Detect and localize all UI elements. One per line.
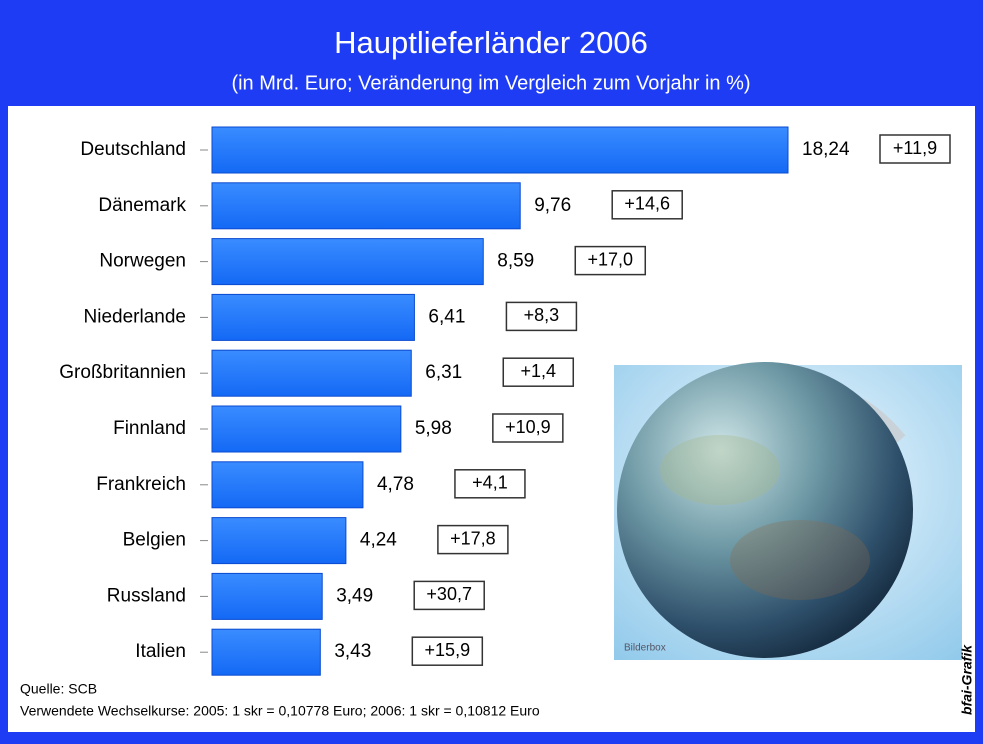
category-label: Italien <box>135 641 186 662</box>
value-label: 4,78 <box>377 474 414 495</box>
change-label: +11,9 <box>893 138 937 158</box>
category-label: Frankreich <box>96 474 186 495</box>
category-label: Russland <box>107 585 186 606</box>
bar <box>212 127 788 173</box>
bar <box>212 406 401 452</box>
value-label: 5,98 <box>415 418 452 439</box>
change-label: +30,7 <box>426 584 472 604</box>
category-label: Belgien <box>123 530 186 551</box>
change-label: +4,1 <box>472 473 508 493</box>
value-label: 18,24 <box>802 139 850 160</box>
bar <box>212 462 363 508</box>
bar <box>212 183 520 229</box>
change-label: +8,3 <box>524 305 560 325</box>
value-label: 3,49 <box>336 585 373 606</box>
bar <box>212 518 346 564</box>
bar <box>212 629 320 675</box>
bar <box>212 294 414 340</box>
value-label: 9,76 <box>534 195 571 216</box>
bar <box>212 350 411 396</box>
change-label: +1,4 <box>520 361 556 381</box>
credit: bfai-Grafik <box>959 644 975 715</box>
category-label: Dänemark <box>98 195 186 216</box>
chart-subtitle: (in Mrd. Euro; Veränderung im Vergleich … <box>231 72 750 94</box>
category-label: Finnland <box>113 418 186 439</box>
photo <box>614 362 962 660</box>
change-label: +17,0 <box>587 249 633 269</box>
bar <box>212 239 483 285</box>
source: Quelle: SCB <box>20 681 97 697</box>
category-label: Norwegen <box>99 251 186 272</box>
note: Verwendete Wechselkurse: 2005: 1 skr = 0… <box>20 703 540 719</box>
value-label: 4,24 <box>360 530 397 551</box>
value-label: 6,31 <box>425 362 462 383</box>
chart-title: Hauptlieferländer 2006 <box>334 25 648 60</box>
change-label: +10,9 <box>505 417 551 437</box>
value-label: 3,43 <box>334 641 371 662</box>
image-credit: Bilderbox <box>624 643 666 654</box>
value-label: 8,59 <box>497 251 534 272</box>
category-label: Großbritannien <box>59 362 186 383</box>
chart: Hauptlieferländer 2006 (in Mrd. Euro; Ve… <box>0 0 983 744</box>
category-label: Deutschland <box>80 139 186 160</box>
change-label: +14,6 <box>624 194 670 214</box>
category-label: Niederlande <box>84 306 186 327</box>
change-label: +17,8 <box>450 528 496 548</box>
value-label: 6,41 <box>428 306 465 327</box>
change-label: +15,9 <box>425 640 471 660</box>
bar <box>212 573 322 619</box>
